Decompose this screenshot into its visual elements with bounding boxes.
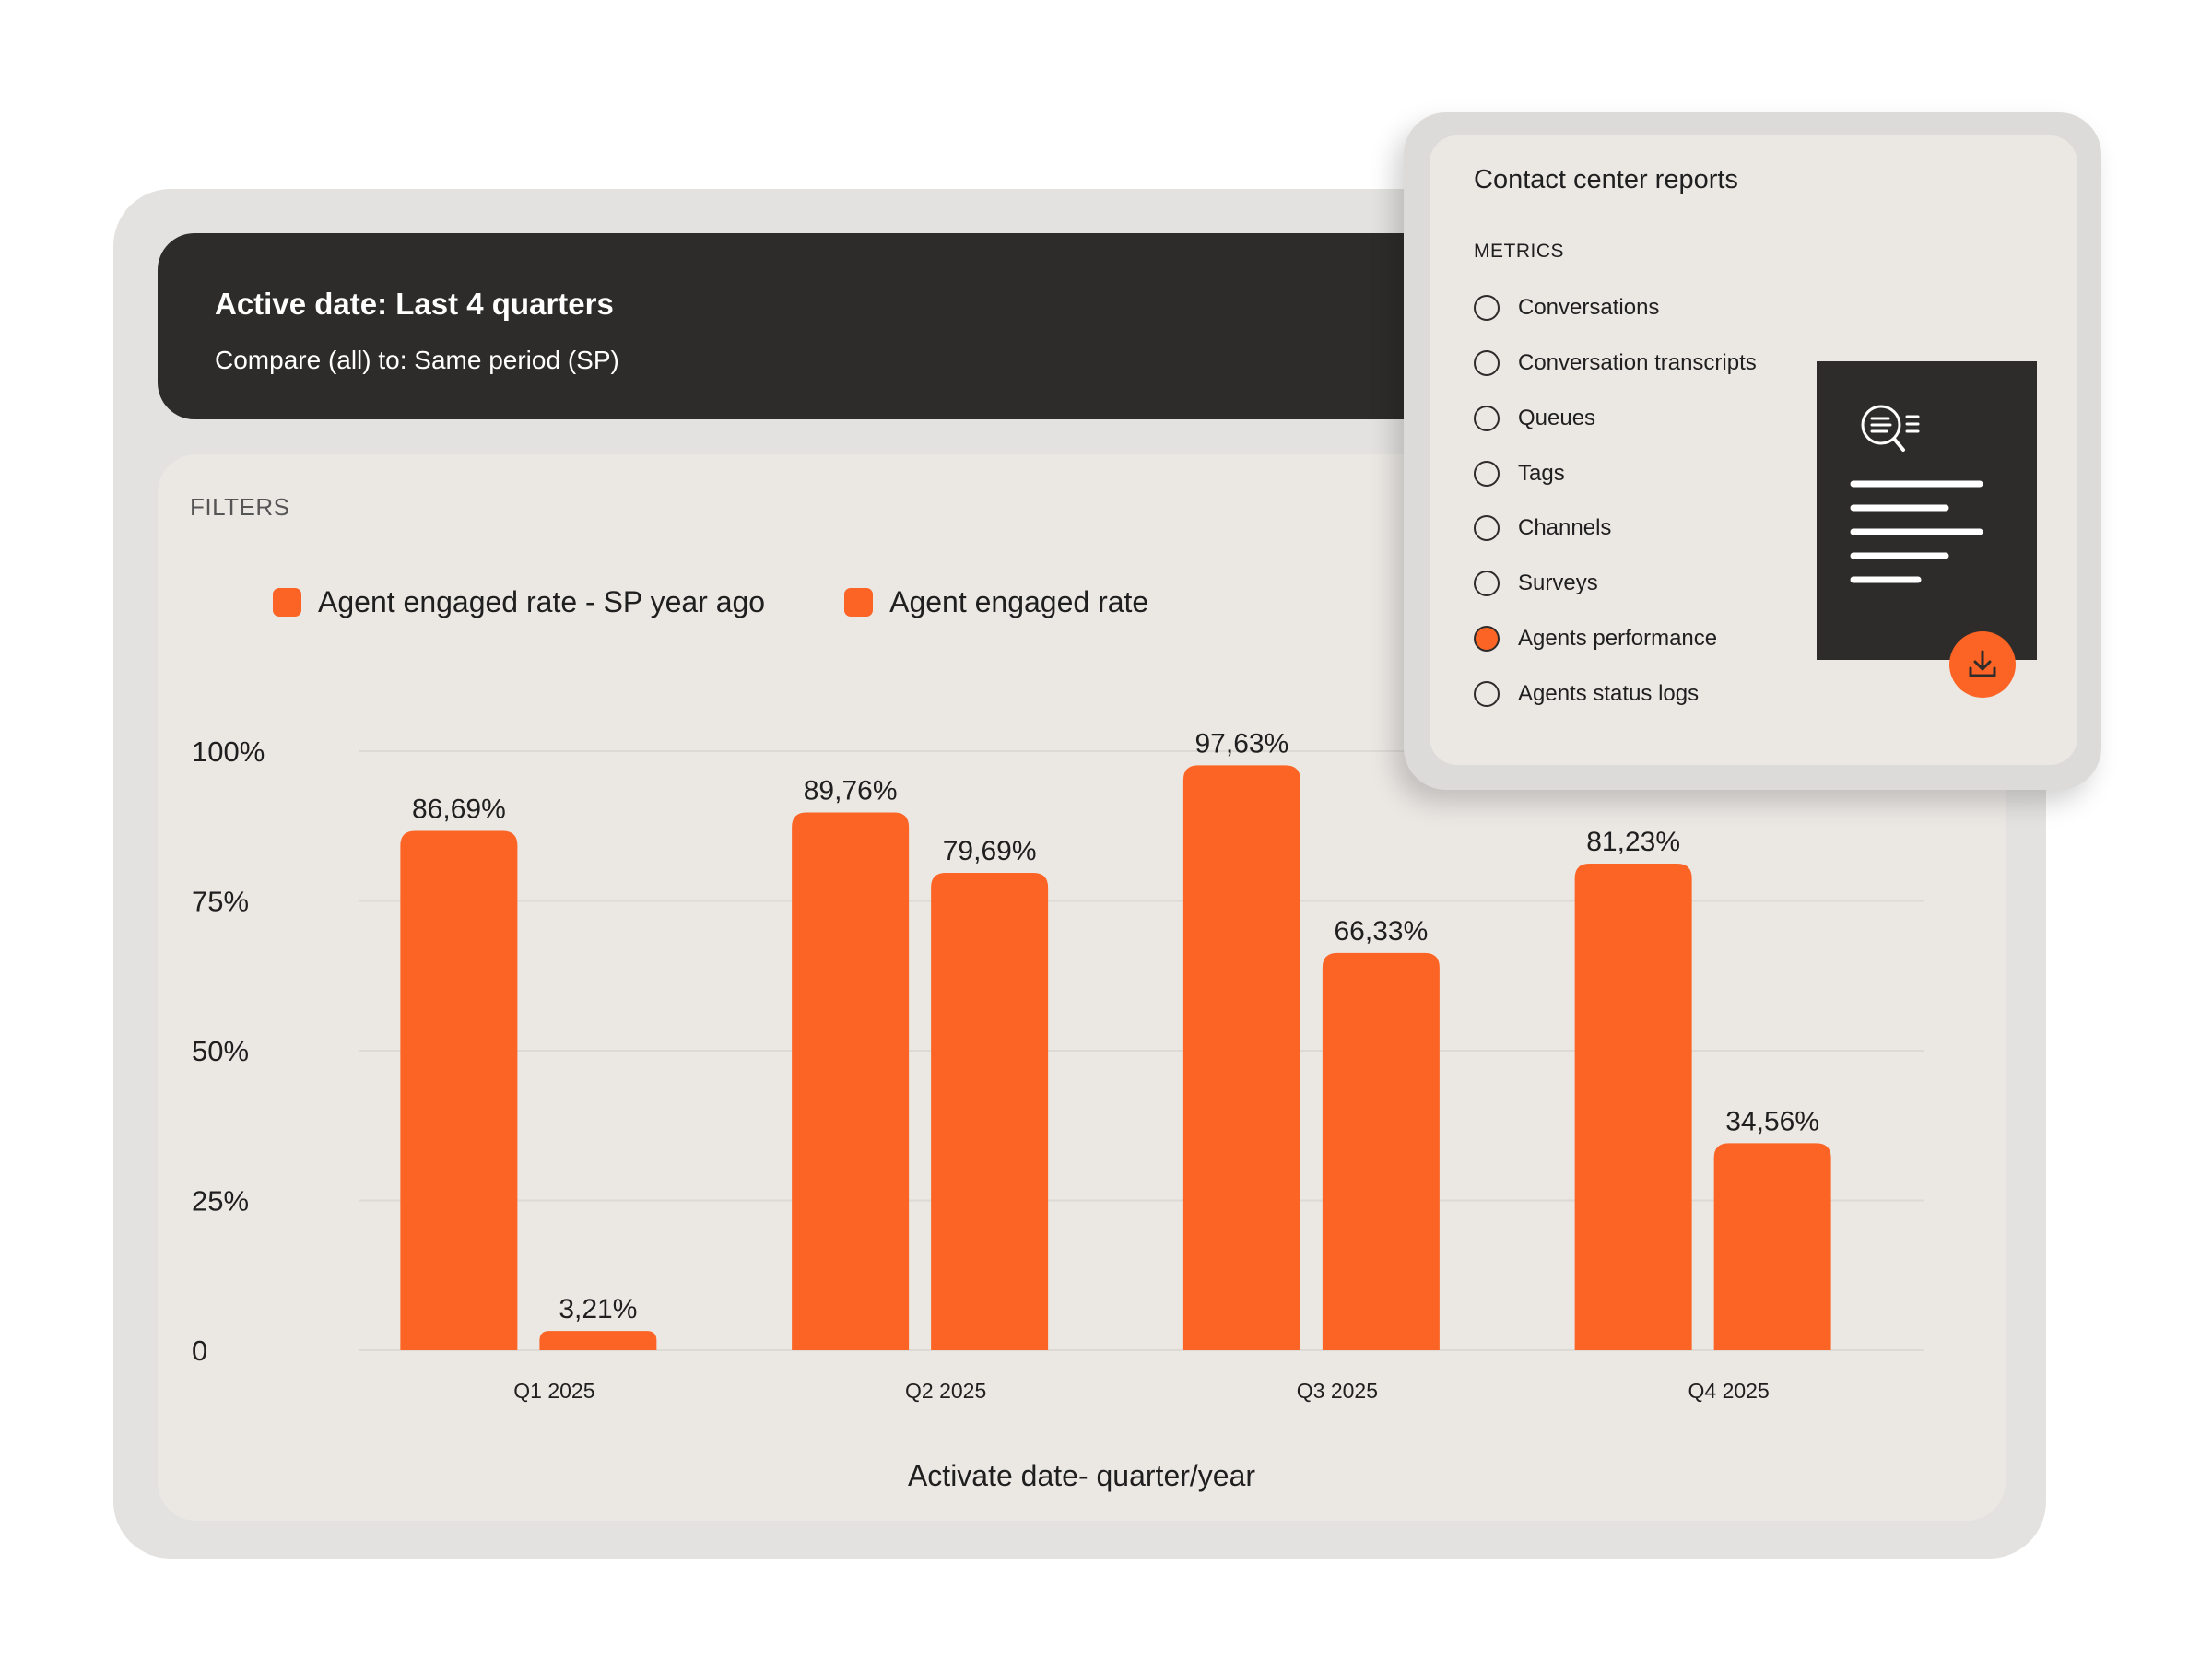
metric-option-conversation-transcripts[interactable]: Conversation transcripts <box>1474 350 1757 376</box>
report-document-preview <box>1817 361 2037 660</box>
chart-legend: Agent engaged rate - SP year ago Agent e… <box>273 585 1228 619</box>
metric-option-agents-performance[interactable]: Agents performance <box>1474 626 1717 652</box>
legend-label: Agent engaged rate - SP year ago <box>318 585 766 618</box>
data-label: 89,76% <box>804 776 898 806</box>
radio-button[interactable] <box>1474 681 1500 707</box>
legend-swatch <box>844 588 874 617</box>
filters-label[interactable]: FILTERS <box>190 493 290 521</box>
data-label: 79,69% <box>943 836 1037 866</box>
bar-chart: 0 25% 50% 75% 100% 86,69% 3,21% Q1 2025 89,76% 79… <box>192 728 1924 1403</box>
metric-label: Conversations <box>1518 295 1660 320</box>
bar <box>400 830 518 1350</box>
y-tick-label: 0 <box>192 1335 207 1367</box>
bar <box>1322 952 1440 1350</box>
radio-button[interactable] <box>1474 515 1500 541</box>
x-tick-label: Q2 2025 <box>905 1379 986 1403</box>
metric-label: Channels <box>1518 515 1612 540</box>
bar <box>539 1331 657 1350</box>
x-axis-title: Activate date- quarter/year <box>907 1459 1256 1492</box>
metric-option-conversations[interactable]: Conversations <box>1474 295 1659 321</box>
metric-label: Surveys <box>1518 571 1598 595</box>
radio-button[interactable] <box>1474 571 1500 596</box>
active-date-label[interactable]: Active date: Last 4 quarters <box>215 287 614 321</box>
metric-label: Queues <box>1518 406 1596 430</box>
metric-label: Conversation transcripts <box>1518 350 1757 375</box>
y-tick-label: 100% <box>192 735 265 768</box>
x-tick-label: Q3 2025 <box>1297 1379 1378 1403</box>
date-header: Active date: Last 4 quarters Compare (al… <box>158 233 1503 419</box>
bar <box>1182 765 1300 1350</box>
document-search-icon <box>1850 405 1983 583</box>
radio-button[interactable] <box>1474 406 1500 431</box>
legend-item-sp-year-ago: Agent engaged rate - SP year ago <box>273 585 765 619</box>
legend-item-current: Agent engaged rate <box>844 585 1148 619</box>
radio-button[interactable] <box>1474 461 1500 487</box>
download-button[interactable] <box>1949 631 2016 698</box>
data-label: 3,21% <box>559 1294 637 1324</box>
metric-label: Agents performance <box>1518 626 1718 651</box>
radio-button[interactable] <box>1474 295 1500 321</box>
radio-button-selected[interactable] <box>1474 626 1500 652</box>
data-label: 66,33% <box>1335 916 1429 947</box>
data-label: 81,23% <box>1586 827 1680 857</box>
metric-label: Agents status logs <box>1518 681 1700 706</box>
data-label: 34,56% <box>1725 1106 1819 1136</box>
metrics-section-label: METRICS <box>1474 241 1564 262</box>
metric-option-queues[interactable]: Queues <box>1474 406 1595 431</box>
metric-option-tags[interactable]: Tags <box>1474 461 1565 487</box>
data-label: 86,69% <box>412 794 506 825</box>
legend-swatch <box>273 588 301 617</box>
metric-option-surveys[interactable]: Surveys <box>1474 571 1598 596</box>
download-icon <box>1969 650 1996 677</box>
data-label: 97,63% <box>1195 728 1289 759</box>
metric-option-channels[interactable]: Channels <box>1474 515 1611 541</box>
y-tick-label: 75% <box>192 886 249 918</box>
metric-label: Tags <box>1518 461 1565 486</box>
bar <box>931 873 1049 1350</box>
x-tick-label: Q4 2025 <box>1688 1379 1770 1403</box>
x-tick-label: Q1 2025 <box>513 1379 594 1403</box>
reports-title: Contact center reports <box>1474 165 1738 194</box>
compare-label[interactable]: Compare (all) to: Same period (SP) <box>215 346 619 374</box>
metric-option-agents-status-logs[interactable]: Agents status logs <box>1474 681 1699 707</box>
bar <box>1713 1143 1831 1350</box>
bar <box>1574 864 1692 1350</box>
y-tick-label: 25% <box>192 1185 249 1218</box>
legend-label: Agent engaged rate <box>889 585 1149 618</box>
bar <box>792 812 910 1350</box>
radio-button[interactable] <box>1474 350 1500 376</box>
y-tick-label: 50% <box>192 1035 249 1067</box>
